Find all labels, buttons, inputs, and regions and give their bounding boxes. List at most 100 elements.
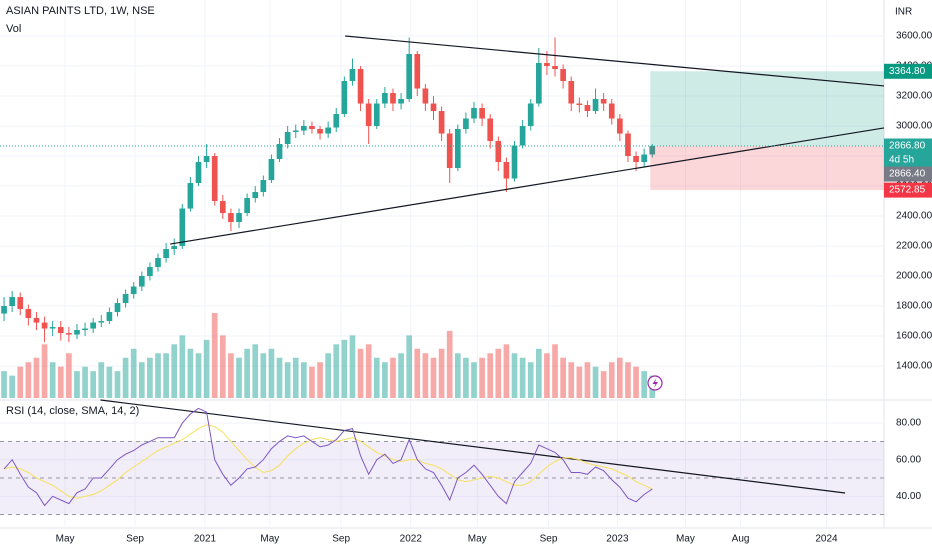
candle-body: [390, 93, 396, 104]
candle-body: [357, 69, 364, 104]
candle-body: [617, 118, 623, 134]
volume-bar: [406, 335, 413, 398]
volume-bar: [535, 348, 542, 398]
volume-bar: [74, 371, 80, 398]
candle-body: [430, 103, 437, 112]
candle-body: [57, 327, 64, 334]
x-tick-label: 2024: [815, 534, 838, 545]
candle-body: [349, 69, 356, 82]
volume-bar: [617, 357, 623, 398]
candle-body: [228, 213, 234, 223]
candle-body: [284, 132, 291, 145]
candle-body: [365, 103, 372, 127]
candle-body: [211, 156, 218, 202]
candle-body: [535, 63, 542, 104]
volume-bar: [33, 357, 40, 398]
volume-bar: [252, 344, 259, 398]
candle-body: [179, 208, 186, 247]
volume-bar: [171, 344, 178, 398]
volume-bar: [17, 366, 24, 398]
volume-bar: [25, 362, 32, 398]
volume-bar: [495, 348, 502, 398]
x-tick-label: Sep: [126, 534, 144, 545]
candle-body: [560, 69, 566, 82]
alert-icon[interactable]: [647, 375, 663, 391]
volume-bar: [309, 366, 315, 398]
volume-bar: [155, 353, 161, 398]
candle-body: [147, 267, 153, 277]
candle-body: [90, 322, 97, 329]
candle-body: [49, 327, 56, 329]
volume-bar: [576, 366, 583, 398]
volume-bar: [187, 348, 194, 398]
countdown: 4d 5h: [889, 155, 914, 166]
candle-body: [406, 54, 413, 100]
volume-bar: [122, 357, 129, 398]
x-tick-label: Aug: [732, 534, 750, 545]
candle-body: [625, 133, 631, 157]
candle-body: [446, 133, 453, 169]
volume-bar: [276, 357, 283, 398]
volume-bar: [398, 353, 404, 398]
volume-bar: [382, 362, 388, 398]
candle-body: [333, 114, 340, 128]
volume-bar: [463, 357, 469, 398]
volume-bar: [544, 353, 550, 398]
candle-body: [608, 103, 615, 119]
volume-bar: [552, 344, 558, 398]
y-tick-label: 3000.00: [896, 121, 932, 132]
candle-body: [649, 145, 656, 155]
volume-bar: [390, 357, 396, 398]
candle-body: [66, 333, 72, 335]
stop-badge: [884, 182, 932, 198]
volume-bar: [138, 362, 145, 398]
candle-body: [325, 127, 331, 134]
target-badge: [884, 63, 932, 79]
volume-bar: [454, 353, 461, 398]
volume-bar: [179, 335, 186, 398]
candle-body: [17, 297, 24, 310]
entry-badge: [884, 166, 932, 182]
volume-bar: [600, 371, 607, 398]
volume-bar: [301, 362, 307, 398]
candle-body: [82, 328, 88, 331]
volume-bar: [487, 353, 494, 398]
x-tick-label: Sep: [540, 534, 558, 545]
rsi-trendline: [100, 399, 846, 494]
volume-bar: [560, 357, 566, 398]
volume-bar: [195, 353, 202, 398]
currency-label: INR: [895, 7, 912, 18]
x-tick-label: 2021: [194, 534, 217, 545]
x-tick-label: Sep: [332, 534, 350, 545]
x-tick-label: May: [56, 534, 75, 545]
last-price-label: 2866.80: [889, 141, 926, 152]
rsi-line: [3, 407, 653, 507]
volume-bar: [625, 362, 631, 398]
volume-bar: [57, 366, 64, 398]
y-tick-label: 1400.00: [896, 361, 932, 372]
candle-body: [155, 258, 161, 268]
y-tick-label: 3200.00: [896, 91, 932, 102]
volume-bar: [641, 371, 647, 398]
candle-body: [252, 192, 259, 199]
candle-body: [219, 201, 226, 214]
candle-body: [1, 306, 7, 314]
candle-body: [25, 309, 32, 319]
volume-bar: [130, 348, 137, 398]
x-tick-label: 2023: [606, 534, 629, 545]
x-tick-label: 2022: [400, 534, 423, 545]
rsi-line: [3, 424, 653, 499]
candle-body: [471, 108, 477, 119]
candle-body: [163, 249, 169, 259]
candle-body: [479, 108, 485, 119]
volume-bar: [284, 362, 291, 398]
candle-body: [487, 118, 494, 142]
volume-bar: [147, 357, 153, 398]
volume-bar: [365, 344, 372, 398]
volume-bar: [608, 362, 615, 398]
volume-bar: [479, 357, 485, 398]
y-tick-label: 2000.00: [896, 271, 932, 282]
candle-body: [309, 126, 315, 130]
